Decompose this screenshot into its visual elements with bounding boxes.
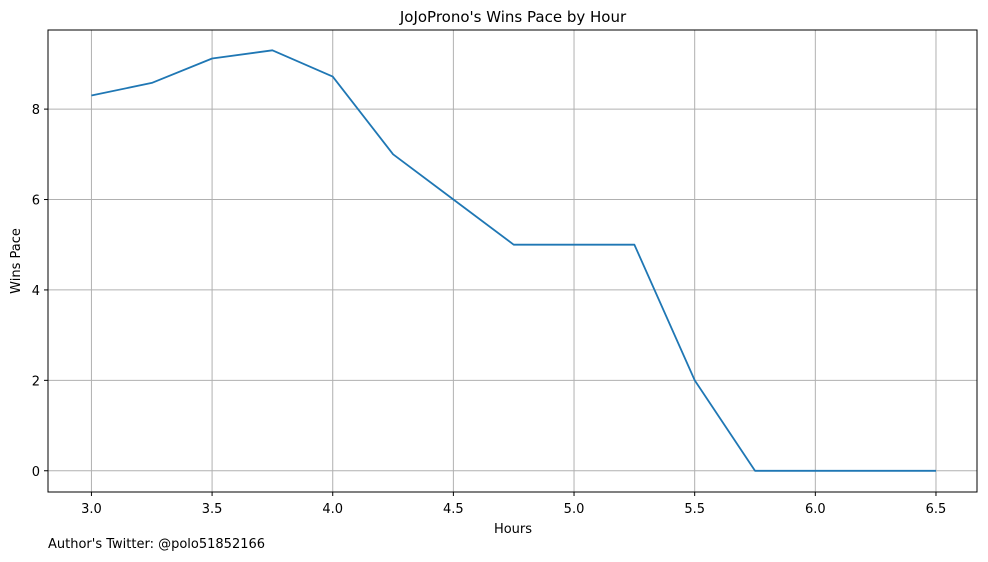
- y-tick-label: 2: [32, 374, 40, 389]
- x-tick-label: 5.0: [564, 502, 585, 517]
- x-tick-label: 4.0: [322, 502, 343, 517]
- plot-frame: [47, 29, 978, 493]
- grid: [48, 30, 977, 492]
- y-tick-label: 0: [32, 465, 40, 480]
- x-tick-label: 4.5: [443, 502, 464, 517]
- y-tick-label: 4: [32, 284, 40, 299]
- x-tick-label: 6.0: [805, 502, 826, 517]
- wins-pace-line: [91, 49, 936, 472]
- x-tick-label: 6.5: [926, 502, 947, 517]
- x-axis-title: Hours: [494, 522, 532, 537]
- x-tick-label: 3.5: [202, 502, 223, 517]
- x-tick-label: 5.5: [684, 502, 705, 517]
- y-axis-title: Wins Pace: [9, 228, 24, 294]
- chart-title: JoJoProno's Wins Pace by Hour: [399, 8, 627, 26]
- x-tick-label: 3.0: [81, 502, 102, 517]
- series-layer: [91, 49, 936, 472]
- y-tick-label: 8: [32, 103, 40, 118]
- y-tick-label: 6: [32, 194, 40, 209]
- axis-ticks: 3.0 3.5 4.0 4.5 5.0 5.5 6.0 6.5 0 2 4 6 8: [32, 103, 947, 517]
- author-twitter-note: Author's Twitter: @polo51852166: [48, 537, 266, 552]
